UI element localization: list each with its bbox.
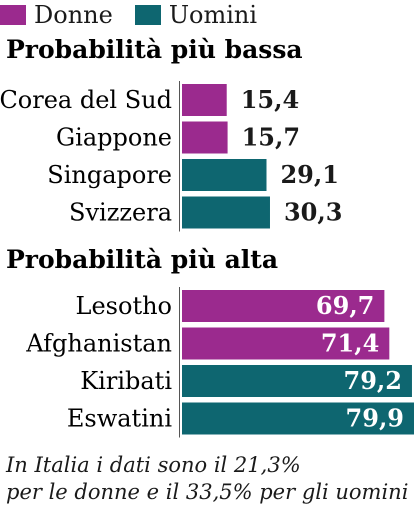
bar-singapore — [182, 159, 267, 191]
bar-kiribati — [182, 365, 412, 397]
footnote-line-2: per le donne e il 33,5% per gli uomini — [6, 480, 409, 504]
legend-label-uomini: Uomini — [168, 1, 258, 29]
legend-swatch-donne — [0, 5, 26, 25]
bar-chart: Probabilità più bassa Corea del Sud 15,4 Gi… — [0, 35, 414, 438]
legend-label-donne: Donne — [34, 1, 113, 29]
category-label-singapore: Singapore — [47, 161, 172, 189]
bar-giappone — [182, 121, 228, 154]
value-label-giappone: 15,7 — [242, 123, 300, 152]
category-label-svizzera: Svizzera — [69, 199, 172, 227]
value-label-afghanistan: 71,4 — [321, 329, 379, 358]
legend-item-donne: Donne — [0, 0, 113, 30]
value-label-eswatini: 79,9 — [346, 404, 404, 433]
category-label-lesotho: Lesotho — [76, 292, 172, 320]
legend-item-uomini: Uomini — [134, 0, 258, 30]
value-label-lesotho: 69,7 — [316, 291, 374, 320]
chart-legend: Donne Uomini — [0, 0, 279, 30]
footnote-line-1: In Italia i dati sono il 21,3% — [6, 453, 301, 477]
section-title-lowest: Probabilità più bassa — [6, 35, 303, 64]
category-label-giappone: Giappone — [56, 124, 172, 152]
category-label-corea-del-sud: Corea del Sud — [0, 86, 172, 114]
legend-swatch-uomini — [134, 5, 161, 25]
bar-corea-del-sud — [182, 84, 227, 116]
section-title-highest: Probabilità più alta — [6, 245, 278, 274]
category-label-eswatini: Eswatini — [67, 405, 172, 433]
footnote: In Italia i dati sono il 21,3% per le do… — [6, 452, 410, 506]
bar-lesotho — [182, 290, 385, 322]
value-label-kiribati: 79,2 — [344, 366, 402, 395]
category-label-kiribati: Kiribati — [80, 367, 172, 395]
bar-svizzera — [182, 196, 270, 229]
bar-eswatini — [182, 402, 414, 435]
value-label-svizzera: 30,3 — [284, 198, 342, 227]
bar-afghanistan — [182, 327, 390, 360]
value-label-corea-del-sud: 15,4 — [241, 85, 299, 114]
value-label-singapore: 29,1 — [280, 160, 338, 189]
category-label-afghanistan: Afghanistan — [25, 330, 172, 358]
